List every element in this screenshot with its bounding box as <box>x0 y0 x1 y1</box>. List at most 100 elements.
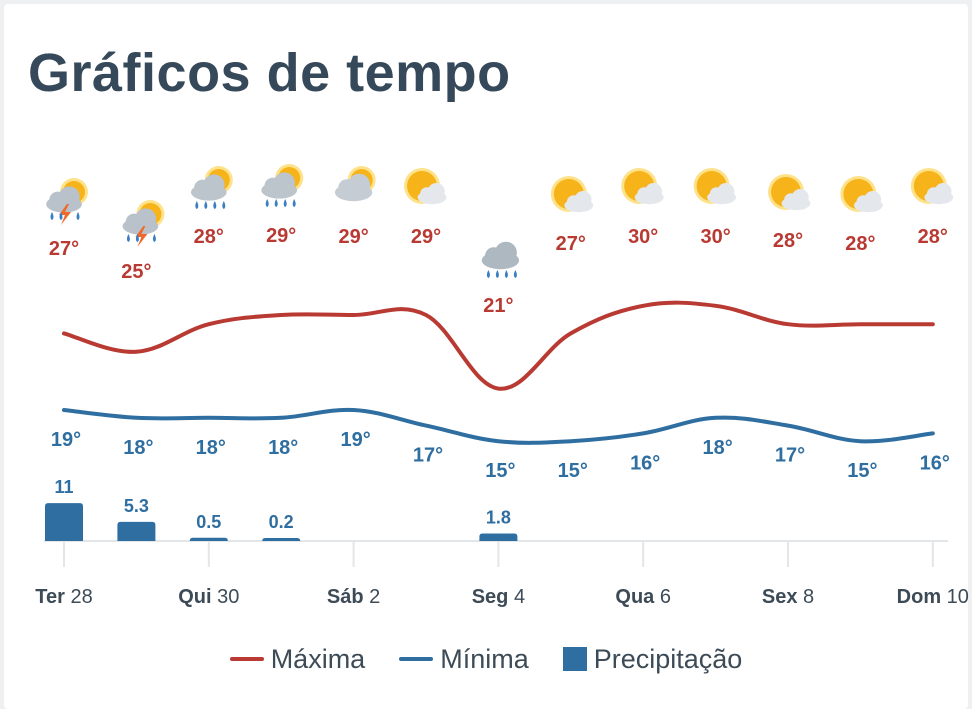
max-temp-label: 29° <box>411 226 441 248</box>
x-tick-label-qui: Qui 30 <box>178 586 239 608</box>
legend-precip-swatch <box>562 647 587 671</box>
rain-drop <box>513 270 517 278</box>
cloud-shape <box>564 190 594 213</box>
max-temp-label: 29° <box>266 225 296 247</box>
legend-item-precip[interactable]: Precipitação <box>562 643 743 675</box>
rain-drop <box>292 199 296 207</box>
legend-item-max[interactable]: Máxima <box>229 643 366 675</box>
precip-label: 1.8 <box>486 507 511 527</box>
min-temp-label: 16° <box>920 452 950 474</box>
rain-drop <box>283 199 287 207</box>
partly-sunny-icon <box>550 176 594 213</box>
max-temp-label: 29° <box>338 226 368 248</box>
max-temp-label: 27° <box>49 238 79 260</box>
min-temp-label: 18° <box>123 437 153 459</box>
precip-bar <box>117 521 156 541</box>
min-temp-label: 19° <box>340 429 370 451</box>
rain-drop <box>126 234 130 242</box>
cloud-shape <box>122 208 159 235</box>
rain-drop <box>76 212 80 220</box>
rain-drop <box>265 199 269 207</box>
legend-min-label: Mínima <box>440 643 529 674</box>
min-temp-label: 15° <box>485 460 515 482</box>
x-tick-label-dom: Dom 10 <box>897 586 969 608</box>
precip-bar <box>479 533 518 541</box>
chart-legend: Máxima Mínima Precipitação <box>0 642 972 676</box>
cloud-shape <box>707 182 737 205</box>
weather-chart-card: Gráficos de tempo <box>4 4 968 709</box>
x-tick-label-ter: Ter 28 <box>35 586 92 608</box>
precip-label: 5.3 <box>124 496 149 516</box>
legend-max-label: Máxima <box>270 643 366 674</box>
cloud-shape <box>334 173 373 202</box>
max-temp-line <box>62 300 935 391</box>
max-temp-label: 27° <box>556 233 586 255</box>
max-temp-label: 28° <box>918 226 948 248</box>
cloud-shape <box>261 172 298 199</box>
rain-drop <box>222 201 226 209</box>
cloud-shape <box>481 241 520 270</box>
thunderstorm-icon <box>122 200 165 247</box>
rain-drop <box>486 270 490 278</box>
lightning-bolt <box>135 226 148 247</box>
cloud-shape <box>46 186 82 213</box>
min-temp-label: 18° <box>196 437 226 459</box>
rain-drop <box>135 234 139 242</box>
rain-drop <box>495 270 499 278</box>
legend-precip-label: Precipitação <box>593 643 743 674</box>
x-tick-label-sex: Sex 8 <box>762 586 814 608</box>
x-tick-label-qua: Qua 6 <box>615 586 671 608</box>
min-temp-line <box>62 407 935 445</box>
partly-sunny-icon <box>693 168 737 205</box>
max-temp-label: 30° <box>628 226 658 248</box>
min-temp-label: 17° <box>413 445 443 467</box>
partly-sunny-icon <box>404 168 447 205</box>
rain-drop <box>213 201 217 209</box>
cloud-shape <box>924 182 954 205</box>
cloud-shape <box>781 188 811 211</box>
max-temp-label: 28° <box>845 233 875 255</box>
max-temp-label: 28° <box>773 230 803 252</box>
precip-bar <box>45 503 83 541</box>
max-temp-label: 25° <box>121 261 151 283</box>
cloudy-sun-icon <box>334 166 376 202</box>
partly-sunny-icon <box>840 176 883 213</box>
rain-drop <box>274 199 278 207</box>
rain-drop <box>152 234 156 242</box>
min-temp-label: 19° <box>51 429 81 451</box>
cloud-shape <box>634 182 664 205</box>
max-temp-label: 21° <box>483 295 513 317</box>
cloud-shape <box>190 174 227 201</box>
precip-bar <box>262 538 301 541</box>
x-tick-label-seg: Seg 4 <box>472 586 525 608</box>
max-temp-label: 28° <box>194 226 224 248</box>
legend-item-min[interactable]: Mínima <box>399 644 529 675</box>
cloud-shape <box>853 190 883 213</box>
cloud-shape <box>417 182 447 205</box>
partly-sunny-icon <box>621 168 664 205</box>
min-temp-label: 16° <box>630 452 660 474</box>
x-tick-label-sáb: Sáb 2 <box>327 586 380 608</box>
legend-min-swatch <box>399 657 434 661</box>
precip-label: 11 <box>54 477 73 497</box>
max-temp-label: 30° <box>700 226 730 248</box>
page-title: Gráficos de tempo <box>28 43 511 103</box>
lightning-bolt <box>59 204 71 225</box>
min-temp-label: 17° <box>775 445 805 467</box>
thunderstorm-icon <box>46 178 88 225</box>
min-temp-label: 18° <box>702 437 732 459</box>
partly-sunny-icon <box>910 168 954 205</box>
precip-label: 0.5 <box>196 512 221 532</box>
rain-cloud-icon <box>481 241 520 278</box>
rain-sun-icon <box>190 166 233 209</box>
min-temp-label: 18° <box>268 437 298 459</box>
rain-drop <box>50 212 54 220</box>
rain-drop <box>204 201 208 209</box>
precip-bar <box>189 537 228 541</box>
rain-drop <box>195 201 199 209</box>
min-temp-label: 15° <box>558 460 588 482</box>
rain-drop <box>504 270 508 278</box>
precip-label: 0.2 <box>269 512 294 532</box>
legend-max-swatch <box>229 657 264 661</box>
